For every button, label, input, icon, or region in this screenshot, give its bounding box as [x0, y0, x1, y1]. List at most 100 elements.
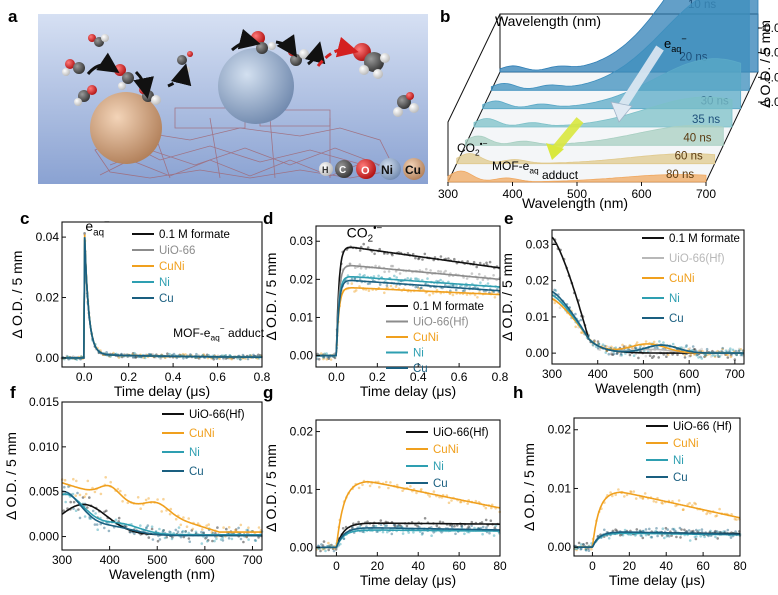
data-point-d-0-39: [417, 257, 421, 260]
data-point-c-2-66: [249, 354, 253, 357]
data-point-f-1-39: [174, 517, 178, 521]
data-point-h-1-44: [677, 499, 681, 502]
series-line-c-cu: [62, 237, 262, 359]
data-point-g-0-2: [321, 544, 325, 547]
series-line-d-ni: [316, 276, 501, 357]
data-point-d-2-20: [367, 289, 371, 293]
data-point-d-0-34: [406, 252, 410, 255]
data-point-d-1-62: [478, 272, 481, 276]
data-point-h-1-60: [715, 514, 719, 517]
data-point-e-2-49: [687, 348, 690, 351]
data-point-d-4-20: [368, 282, 372, 285]
series-label-b-3: 35 ns: [692, 114, 720, 126]
data-point-h-1-25: [632, 490, 636, 493]
panel-label-f: f: [10, 383, 16, 402]
data-point-c-1-44: [188, 353, 192, 356]
legend-label-g-2: Ni: [433, 461, 444, 473]
data-point-e-1-53: [698, 348, 702, 352]
data-point-e-3-63: [724, 349, 728, 353]
data-point-h-2-21: [623, 528, 627, 532]
data-point-g-1-32: [401, 489, 404, 493]
data-point-c-0-62: [239, 358, 242, 361]
b-y-tick-label-3: 0.03: [764, 21, 778, 35]
data-point-f-0-31: [150, 527, 154, 531]
data-point-e-4-20: [607, 352, 611, 356]
x-tick-label-e-3: 600: [679, 367, 699, 381]
spectrum-3: [473, 96, 733, 128]
data-point-f-0-57: [225, 527, 228, 531]
data-point-f-0-23: [128, 530, 132, 534]
reaction-arrow-1: [86, 52, 120, 76]
data-point-f-3-2: [67, 485, 70, 488]
data-point-e-3-64: [728, 349, 732, 353]
data-point-d-2-44: [431, 292, 435, 295]
x-axis-title-d: Time delay (μs): [360, 383, 456, 399]
data-point-g-3-51: [450, 525, 454, 529]
data-point-g-0-10: [341, 527, 345, 530]
series-label-b-5: 60 ns: [675, 151, 703, 163]
data-point-f-2-44: [187, 531, 190, 535]
data-point-d-0-66: [488, 260, 492, 264]
data-point-e-3-1: [554, 289, 558, 292]
data-point-e-2-66: [732, 350, 736, 353]
data-point-d-0-16: [358, 249, 362, 252]
element-legend-h: H: [322, 165, 329, 175]
data-point-f-3-29: [145, 526, 148, 530]
data-point-e-0-35: [648, 354, 652, 358]
legend-label-d-2: CuNi: [413, 332, 439, 344]
data-point-h-0-60: [716, 537, 719, 540]
x-tick-label-d-1: 0.2: [369, 370, 386, 384]
data-point-c-3-17: [109, 355, 112, 358]
data-point-h-1-42: [674, 504, 677, 508]
data-point-c-2-52: [210, 357, 213, 360]
data-point-g-0-64: [484, 518, 488, 522]
data-point-d-3-18: [363, 274, 366, 277]
data-point-f-1-17: [109, 480, 112, 484]
data-point-f-1-51: [207, 523, 210, 526]
data-point-g-3-28: [390, 532, 394, 536]
data-point-d-0-52: [453, 257, 456, 261]
data-point-g-2-26: [383, 524, 387, 528]
data-point-d-4-56: [463, 289, 466, 292]
series-label-b-4: 40 ns: [683, 132, 711, 144]
legend-label-c-1: UiO-66: [159, 245, 195, 257]
data-point-e-0-30: [633, 346, 637, 350]
data-point-d-2-38: [417, 286, 420, 290]
data-point-h-3-56: [707, 534, 710, 538]
data-point-f-0-38: [171, 535, 174, 539]
data-point-e-0-58: [711, 349, 714, 353]
y-tick-label-f-1: 0.005: [29, 485, 59, 499]
data-point-g-2-56: [463, 532, 466, 536]
data-point-e-4-49: [685, 344, 688, 347]
data-point-e-3-44: [671, 342, 675, 346]
data-point-c-1-56: [222, 357, 225, 361]
data-point-f-0-45: [190, 529, 194, 532]
data-point-g-1-28: [389, 481, 392, 484]
data-point-f-3-30: [146, 524, 150, 527]
x-tick-label-h-3: 60: [696, 559, 710, 573]
data-point-f-1-47: [196, 522, 200, 525]
data-point-d-1-46: [437, 269, 440, 273]
data-point-h-1-47: [686, 503, 689, 506]
data-point-e-2-56: [706, 353, 709, 357]
data-point-g-3-47: [440, 531, 443, 534]
data-point-d-0-24: [378, 247, 382, 251]
x-tick-label-h-1: 20: [623, 559, 637, 573]
data-point-f-3-48: [200, 530, 203, 534]
data-point-c-0-53: [212, 358, 215, 361]
data-point-e-1-20: [607, 345, 611, 349]
data-point-h-3-2: [579, 547, 583, 551]
data-point-g-0-5: [330, 543, 333, 547]
data-point-g-0-7: [334, 548, 338, 551]
data-point-h-0-3: [582, 543, 585, 546]
data-point-d-3-31: [397, 280, 401, 283]
growth-arrow-head: [546, 143, 564, 160]
data-point-e-2-34: [644, 340, 648, 343]
data-point-g-3-6: [332, 549, 336, 553]
molecule-2: [88, 34, 109, 47]
data-point-d-2-67: [491, 290, 494, 294]
x-tick-label-g-2: 40: [412, 559, 426, 573]
reaction-arrow-4: [231, 28, 261, 52]
data-point-d-3-34: [406, 277, 410, 280]
data-point-f-3-39: [174, 528, 178, 532]
